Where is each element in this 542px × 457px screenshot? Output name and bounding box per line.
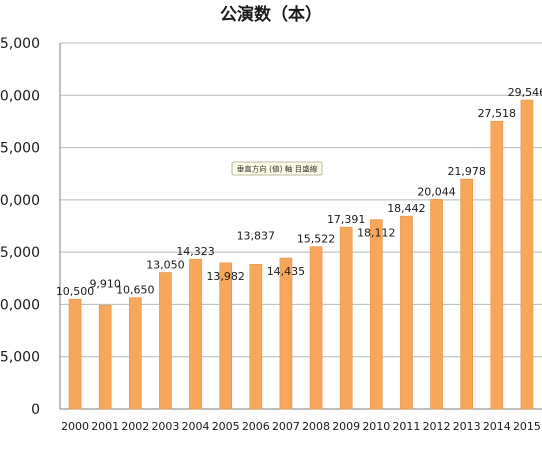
bar-2012 xyxy=(430,199,443,410)
data-label: 20,044 xyxy=(417,185,456,198)
bar-2010 xyxy=(369,219,383,410)
gridline-tooltip: 垂直方向 (値) 軸 目盛線 xyxy=(231,161,323,176)
x-tick-label: 2012 xyxy=(423,420,451,433)
bar-2000 xyxy=(68,298,82,410)
data-label: 13,837 xyxy=(237,229,276,242)
bar-2005 xyxy=(219,262,233,410)
y-tick-label: 5,000 xyxy=(0,350,40,366)
data-label: 27,518 xyxy=(478,107,517,120)
x-tick-label: 2011 xyxy=(392,420,420,433)
tooltip-text: 垂直方向 (値) 軸 目盛線 xyxy=(237,164,318,174)
tooltip-box xyxy=(231,161,323,176)
bar-2008 xyxy=(309,246,323,410)
y-tick-label: 10,000 xyxy=(0,297,40,313)
y-axis-ticks: 0 5,000 10,000 15,000 20,000 25,000 30,000 35,0… xyxy=(0,36,40,418)
x-tick-label: 2014 xyxy=(483,420,511,433)
bar-2015 xyxy=(520,99,534,410)
data-label: 21,978 xyxy=(447,165,486,178)
bar-2006 xyxy=(249,264,263,410)
y-tick-label: 25,000 xyxy=(0,141,40,157)
data-label: 14,323 xyxy=(176,245,215,258)
data-label: 10,500 xyxy=(56,285,95,298)
data-label: 17,391 xyxy=(327,213,366,226)
x-tick-label: 2005 xyxy=(212,420,240,433)
chart-title: 公演数（本） xyxy=(220,4,322,25)
data-label: 18,442 xyxy=(387,202,426,215)
data-label: 15,522 xyxy=(297,233,336,246)
x-tick-label: 2004 xyxy=(182,420,210,433)
y-tick-label: 0 xyxy=(31,402,40,418)
data-label: 13,050 xyxy=(146,259,185,272)
bar-2013 xyxy=(460,178,474,410)
data-label: 13,982 xyxy=(206,270,245,283)
x-tick-label: 2003 xyxy=(151,420,179,433)
bar-2004 xyxy=(189,258,202,410)
data-label: 10,650 xyxy=(116,284,155,297)
x-tick-label: 2001 xyxy=(91,420,119,433)
x-tick-label: 2010 xyxy=(362,420,390,433)
x-tick-label: 2006 xyxy=(242,420,270,433)
data-label: 14,435 xyxy=(267,265,306,278)
y-tick-label: 35,000 xyxy=(0,36,40,52)
x-axis-ticks: 2000 2001 2002 2003 2004 2005 2006 2007 2008 2009… xyxy=(61,420,541,433)
bar-2001 xyxy=(98,305,112,410)
y-tick-label: 20,000 xyxy=(0,193,40,209)
x-tick-label: 2007 xyxy=(272,420,300,433)
data-label: 29,546 xyxy=(508,86,542,99)
bar-2011 xyxy=(400,215,413,410)
bars xyxy=(68,99,534,410)
x-tick-label: 2009 xyxy=(332,420,360,433)
data-label: 18,112 xyxy=(357,227,396,240)
bar-2002 xyxy=(128,297,142,410)
x-tick-label: 2002 xyxy=(121,420,149,433)
bar-2007 xyxy=(279,257,293,410)
y-tick-label: 15,000 xyxy=(0,245,40,261)
bar-2003 xyxy=(159,272,172,410)
x-tick-label: 2015 xyxy=(513,420,541,433)
y-tick-label: 30,000 xyxy=(0,88,40,104)
bar-2009 xyxy=(339,226,353,410)
bar-2014 xyxy=(490,120,504,410)
x-tick-label: 2008 xyxy=(302,420,330,433)
x-tick-label: 2000 xyxy=(61,420,89,433)
x-tick-label: 2013 xyxy=(453,420,481,433)
data-label: 9,910 xyxy=(89,277,121,290)
